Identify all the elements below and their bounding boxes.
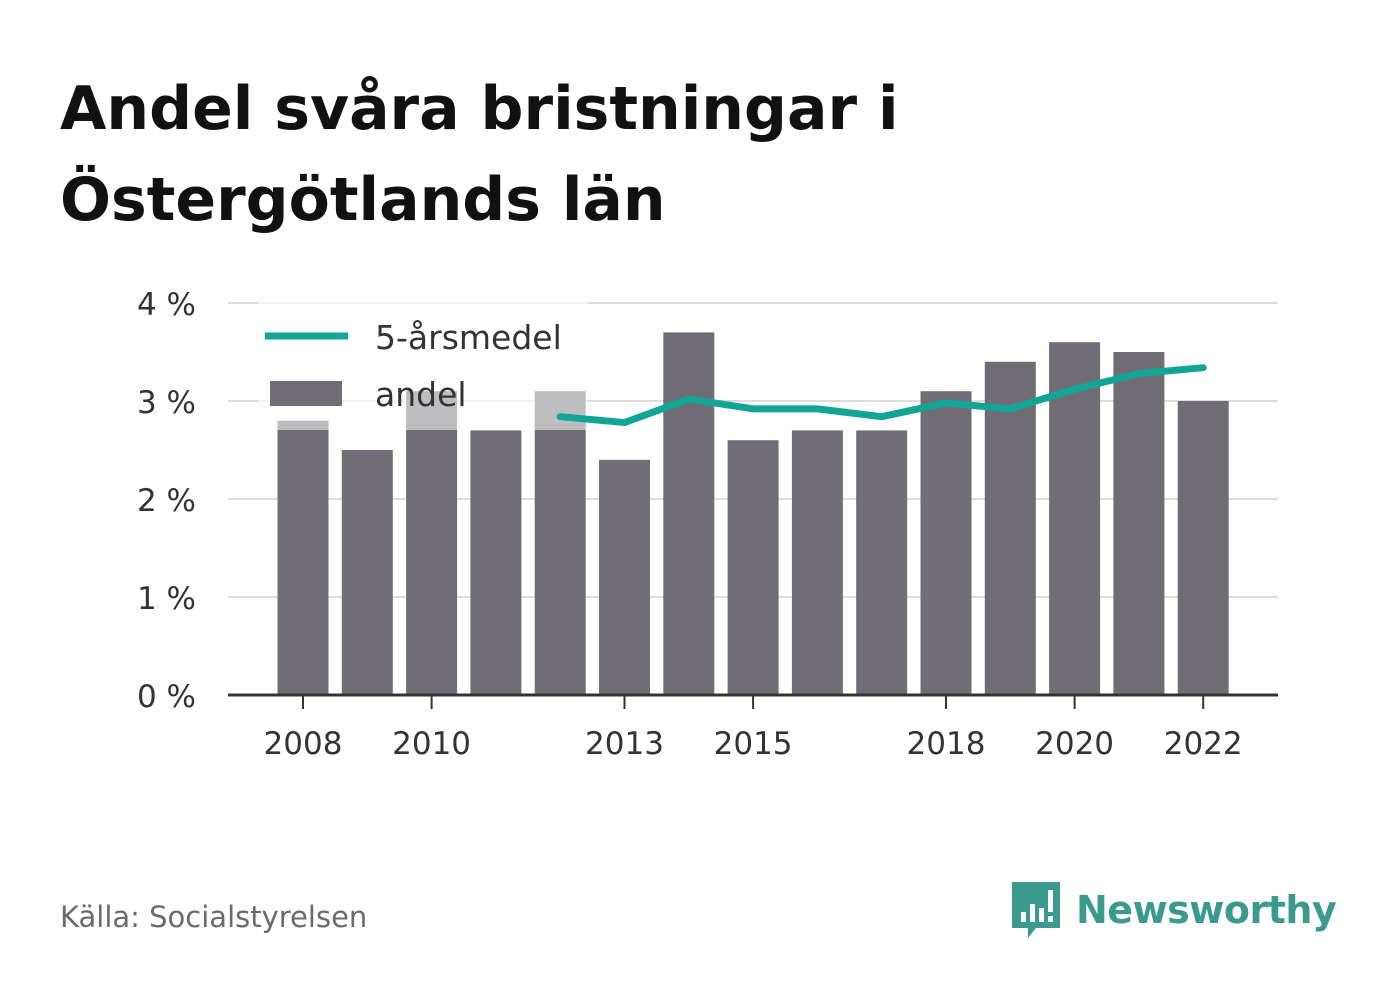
newsworthy-logo: Newsworthy <box>1010 878 1337 942</box>
x-tick-label: 2015 <box>714 726 793 762</box>
x-tick-label: 2008 <box>264 726 343 762</box>
line-point <box>688 398 690 400</box>
bar <box>534 391 586 695</box>
bar <box>791 430 843 695</box>
newsworthy-logo-icon <box>1012 882 1060 938</box>
legend-label-5-arsmedel: 5-årsmedel <box>375 318 562 357</box>
bar <box>1049 342 1101 695</box>
y-tick-label: 0 % <box>137 679 196 715</box>
bar <box>1113 352 1165 695</box>
x-tick-label: 2018 <box>907 726 986 762</box>
chart-title: Andel svåra bristningar i Östergötlands … <box>60 64 1060 246</box>
bar <box>599 459 650 695</box>
bar <box>856 430 908 695</box>
title-line-2: Östergötlands län <box>60 165 666 235</box>
x-tick-label: 2010 <box>392 726 471 762</box>
line-point <box>1074 388 1076 390</box>
y-tick-label: 1 % <box>137 581 196 617</box>
line-point <box>1138 373 1140 375</box>
line-point <box>945 402 947 404</box>
bar <box>663 332 715 695</box>
line-5-arsmedel <box>556 364 1207 427</box>
line-point <box>1202 367 1204 369</box>
x-tick-label: 2013 <box>585 726 664 762</box>
bar <box>727 440 779 695</box>
line-point <box>881 416 883 418</box>
x-tick-label: 2020 <box>1035 726 1114 762</box>
line-point <box>816 408 818 410</box>
legend-background <box>258 300 588 430</box>
legend: 5-årsmedel andel <box>258 300 588 430</box>
bar <box>341 450 393 695</box>
legend-bar-swatch <box>270 381 342 406</box>
y-tick-label: 3 % <box>137 385 196 421</box>
bar <box>470 430 522 695</box>
bars-andel <box>277 332 1229 695</box>
line-point <box>624 422 625 424</box>
bar <box>406 391 458 695</box>
line-point <box>559 416 561 418</box>
x-tick-label: 2022 <box>1164 726 1243 762</box>
bar-line-chart: 0 % 1 % 2 % 3 % 4 % 5-årsmedel andel 2008 201… <box>137 287 1278 762</box>
line-point <box>752 408 754 410</box>
bar <box>1177 401 1229 695</box>
y-tick-label: 4 % <box>137 287 196 323</box>
bar <box>277 420 329 695</box>
title-line-1: Andel svåra bristningar i <box>60 74 899 144</box>
source-note: Källa: Socialstyrelsen <box>60 900 368 934</box>
legend-label-andel: andel <box>375 375 467 414</box>
bar <box>920 391 972 695</box>
y-axis-labels: 0 % 1 % 2 % 3 % 4 % <box>137 287 196 715</box>
x-axis-ticks: 2008 2010 2013 2015 2018 2020 2022 <box>264 695 1243 762</box>
bar <box>984 361 1036 695</box>
line-path <box>556 364 1207 427</box>
line-point <box>1009 408 1011 410</box>
y-tick-label: 2 % <box>137 483 196 519</box>
brand-name: Newsworthy <box>1076 888 1337 932</box>
